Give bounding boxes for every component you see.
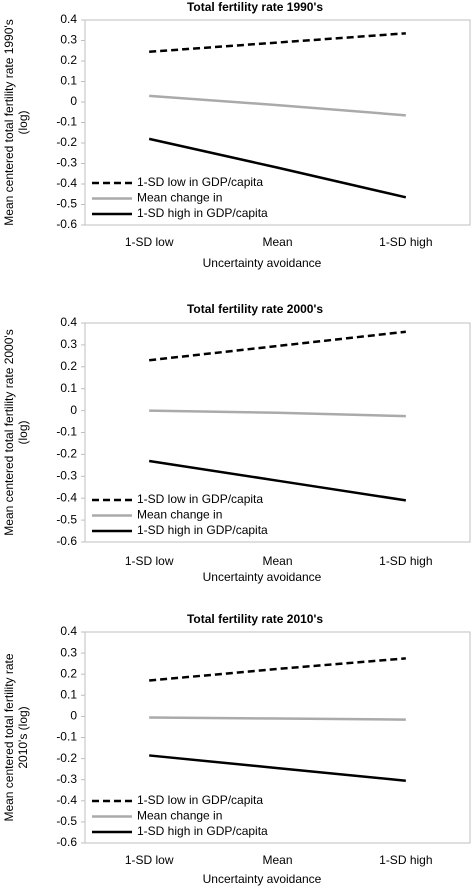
chart-title: Total fertility rate 2000's bbox=[187, 302, 323, 316]
y-axis-label: Mean centered total fertility rate 2000'… bbox=[2, 329, 16, 535]
y-tick-label: -0.1 bbox=[56, 115, 77, 129]
y-tick-label: 0.1 bbox=[60, 687, 77, 701]
legend-label: 1-SD high in GDP/capita bbox=[137, 824, 268, 838]
y-tick-label: -0.2 bbox=[56, 447, 77, 461]
x-tick-label: 1-SD low bbox=[125, 235, 174, 249]
y-tick-label: -0.6 bbox=[56, 217, 77, 231]
y-tick-label: -0.1 bbox=[56, 425, 77, 439]
series-line bbox=[148, 459, 407, 502]
y-tick-label: 0 bbox=[70, 403, 77, 417]
y-tick-label: 0.4 bbox=[60, 315, 77, 329]
y-axis-label: Mean centered total fertility rate bbox=[2, 653, 16, 821]
y-tick-label: -0.5 bbox=[56, 814, 77, 828]
y-tick-label: 0.2 bbox=[60, 666, 77, 680]
y-tick-label: 0 bbox=[70, 709, 77, 723]
series-line bbox=[149, 754, 406, 782]
y-tick-label: -0.6 bbox=[56, 534, 77, 548]
series-line bbox=[148, 137, 407, 199]
y-tick-label: 0.2 bbox=[60, 53, 77, 67]
x-axis-label: Uncertainty avoidance bbox=[203, 256, 322, 270]
y-tick-label: -0.2 bbox=[56, 751, 77, 765]
y-tick-label: 0.1 bbox=[60, 381, 77, 395]
y-tick-label: -0.2 bbox=[56, 135, 77, 149]
y-axis-label: Mean centered total fertility rate 1990'… bbox=[2, 19, 16, 225]
legend-label: 1-SD low in GDP/capita bbox=[137, 175, 263, 189]
x-tick-label: 1-SD high bbox=[379, 235, 432, 249]
y-tick-label: -0.5 bbox=[56, 197, 77, 211]
x-tick-label: 1-SD high bbox=[379, 853, 432, 867]
y-tick-label: 0.4 bbox=[60, 624, 77, 638]
x-tick-label: Mean bbox=[262, 853, 292, 867]
legend-label: 1-SD low in GDP/capita bbox=[137, 793, 263, 807]
x-axis-label: Uncertainty avoidance bbox=[203, 570, 322, 584]
y-tick-label: -0.3 bbox=[56, 156, 77, 170]
series-line bbox=[149, 657, 406, 682]
y-tick-label: -0.3 bbox=[56, 772, 77, 786]
y-tick-label: 0.3 bbox=[60, 337, 77, 351]
x-axis-label: Uncertainty avoidance bbox=[203, 872, 322, 886]
y-tick-label: 0.1 bbox=[60, 74, 77, 88]
y-tick-label: -0.3 bbox=[56, 468, 77, 482]
legend-label: 1-SD high in GDP/capita bbox=[137, 206, 268, 220]
x-tick-label: Mean bbox=[262, 235, 292, 249]
y-tick-label: -0.4 bbox=[56, 490, 77, 504]
y-tick-label: -0.1 bbox=[56, 730, 77, 744]
series-line bbox=[149, 409, 406, 418]
legend-label: 1-SD high in GDP/capita bbox=[137, 523, 268, 537]
legend-label: Mean change in bbox=[137, 809, 222, 823]
chart-title: Total fertility rate 2010's bbox=[187, 612, 323, 626]
y-tick-label: -0.4 bbox=[56, 793, 77, 807]
series-line bbox=[149, 32, 406, 54]
y-axis-label: 2010's (log) bbox=[16, 706, 30, 768]
chart-title: Total fertility rate 1990's bbox=[187, 0, 323, 14]
legend-label: 1-SD low in GDP/capita bbox=[137, 492, 263, 506]
y-axis-label: (log) bbox=[16, 110, 30, 134]
x-tick-label: Mean bbox=[262, 554, 292, 568]
series-line bbox=[149, 94, 406, 117]
legend-label: Mean change in bbox=[137, 191, 222, 205]
y-tick-label: 0 bbox=[70, 94, 77, 108]
y-tick-label: -0.6 bbox=[56, 835, 77, 849]
series-line bbox=[149, 716, 406, 721]
series-line bbox=[149, 330, 406, 362]
x-tick-label: 1-SD high bbox=[379, 554, 432, 568]
y-axis-label: (log) bbox=[16, 420, 30, 444]
legend-label: Mean change in bbox=[137, 508, 222, 522]
y-tick-label: -0.4 bbox=[56, 176, 77, 190]
x-tick-label: 1-SD low bbox=[125, 853, 174, 867]
y-tick-label: -0.5 bbox=[56, 512, 77, 526]
y-tick-label: 0.3 bbox=[60, 645, 77, 659]
y-tick-label: 0.4 bbox=[60, 12, 77, 26]
y-tick-label: 0.3 bbox=[60, 33, 77, 47]
x-tick-label: 1-SD low bbox=[125, 554, 174, 568]
y-tick-label: 0.2 bbox=[60, 359, 77, 373]
